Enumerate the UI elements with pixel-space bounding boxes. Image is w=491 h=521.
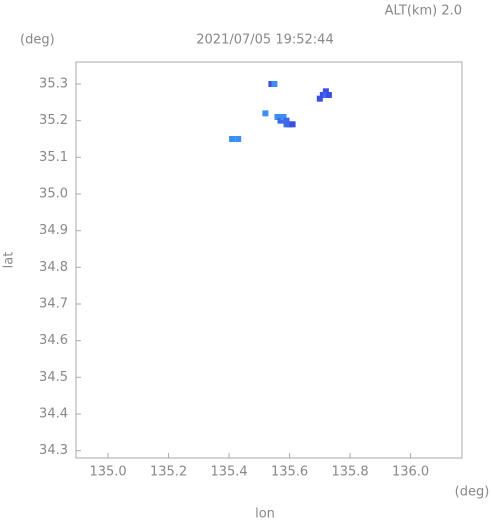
x-unit: (deg) [455,485,490,500]
data-point [289,121,296,128]
data-point [277,117,284,124]
data-point [319,92,326,98]
y-unit: (deg) [20,33,55,48]
y-tick-label: 35.3 [39,77,68,92]
y-tick-label: 34.5 [39,370,68,385]
x-tick-label: 135.4 [210,465,247,480]
chart-title: 2021/07/05 19:52:44 [196,33,333,48]
data-point [283,117,290,124]
y-tick-label: 35.0 [39,187,68,202]
data-point [316,95,323,102]
data-point [262,110,269,117]
y-tick-label: 34.8 [39,260,68,275]
data-point [268,81,275,87]
x-tick-label: 135.8 [331,465,368,480]
x-tick-label: 136.0 [392,465,429,480]
x-axis-label: lon [255,507,275,521]
data-point [229,136,236,142]
data-point [322,88,329,95]
data-point [277,114,284,120]
x-tick-label: 135.6 [271,465,308,480]
x-tick-label: 135.2 [150,465,187,480]
y-tick-label: 35.2 [39,113,68,128]
y-tick-label: 35.1 [39,150,68,165]
y-tick-label: 34.7 [39,297,68,312]
data-point [283,121,290,128]
y-tick-label: 34.4 [39,407,68,422]
x-tick-label: 135.0 [89,465,126,480]
data-point [286,121,293,128]
y-tick-label: 34.9 [39,223,68,238]
plot-frame [75,61,463,459]
data-point [322,92,329,98]
y-tick-label: 34.6 [39,333,68,348]
data-point [274,114,281,120]
data-point [325,92,332,98]
data-point [271,81,278,87]
y-tick-label: 34.3 [39,443,68,458]
data-point [280,114,287,120]
data-point [235,136,242,142]
altitude-label: ALT(km) 2.0 [385,4,462,19]
y-axis-label: lat [2,252,17,269]
